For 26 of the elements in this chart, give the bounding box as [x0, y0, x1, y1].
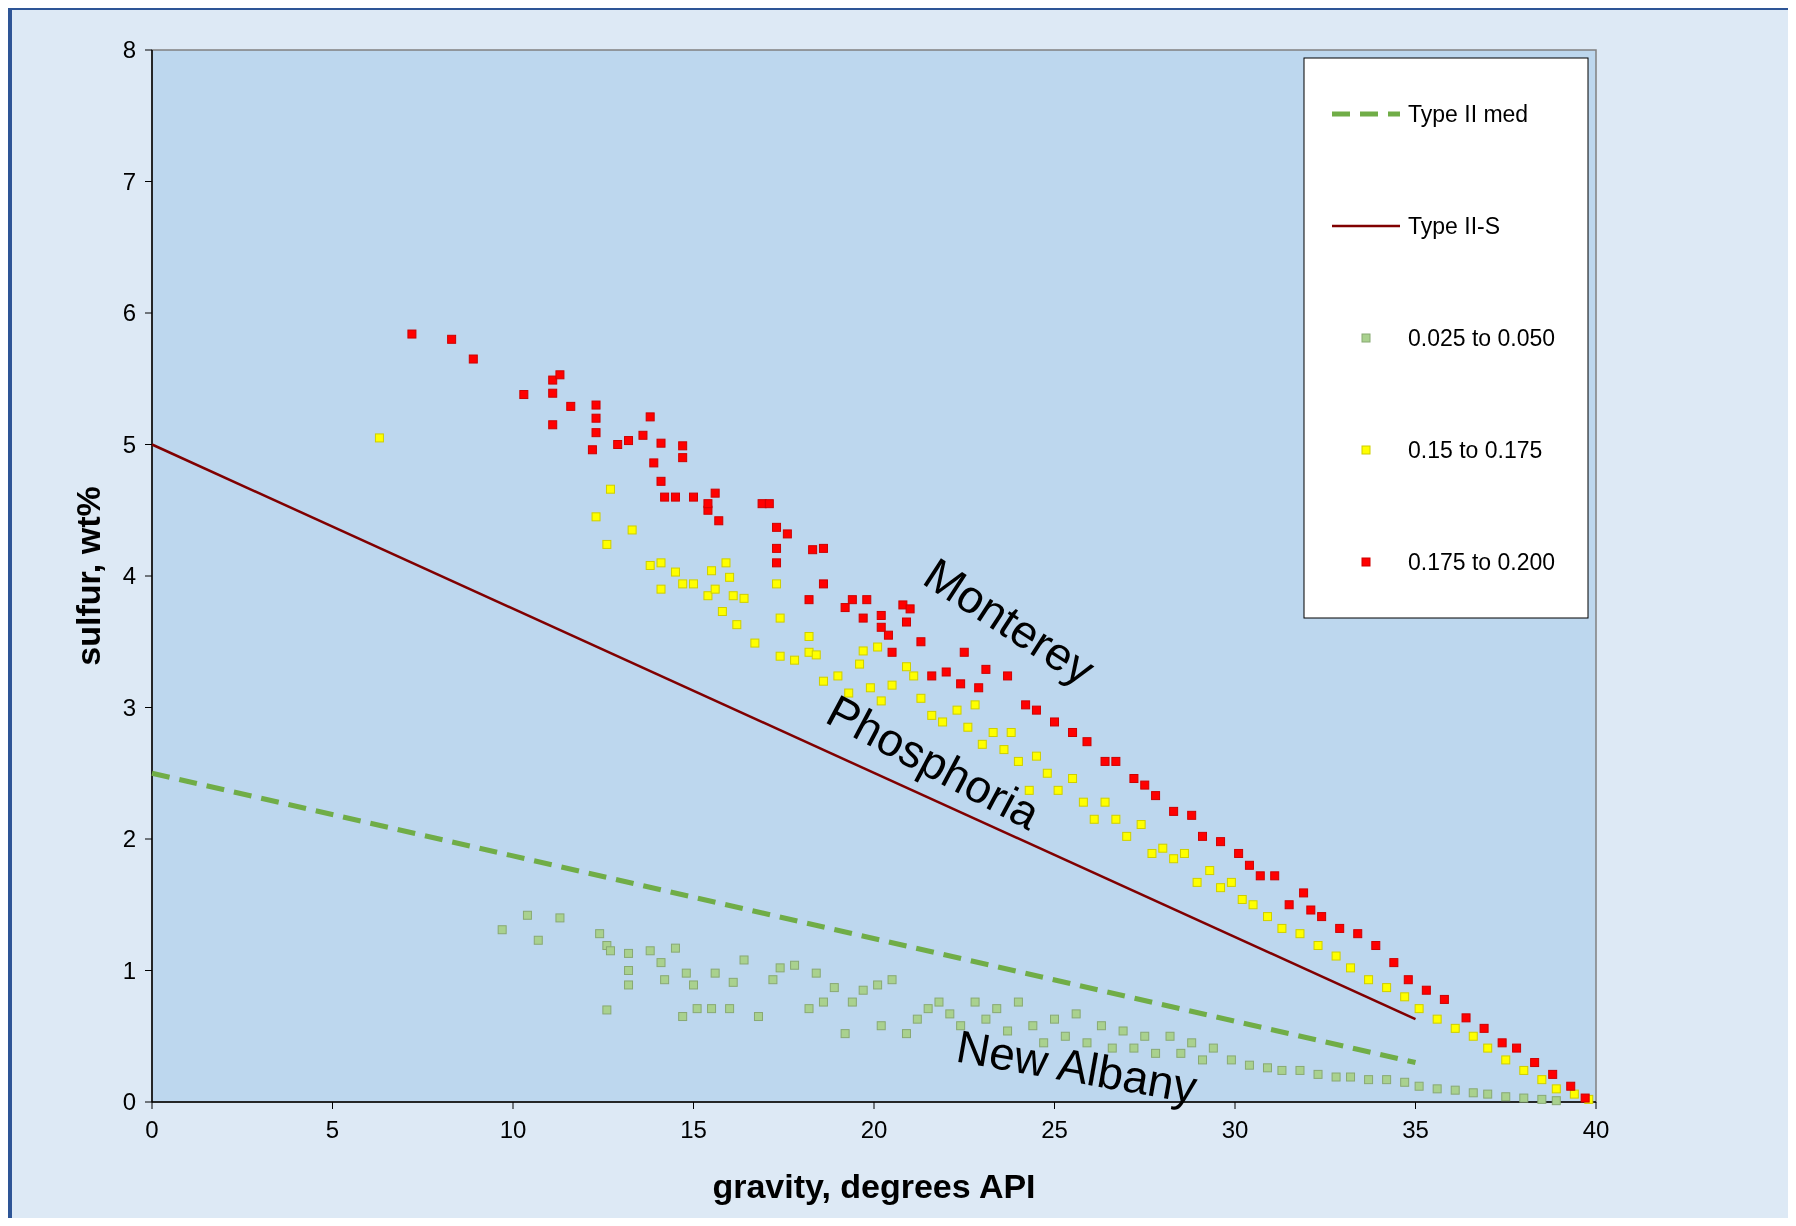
y-tick-label: 5 — [122, 430, 136, 458]
x-axis-title: gravity, degrees API — [712, 1167, 1036, 1205]
y-tick-label: 8 — [122, 36, 136, 63]
legend-label: 0.175 to 0.200 — [1408, 549, 1556, 575]
legend-label: Type II-S — [1408, 213, 1501, 239]
x-tick-label: 30 — [1221, 1116, 1249, 1143]
annotation: New Albany — [952, 1019, 1201, 1114]
legend-label: 0.15 to 0.175 — [1408, 437, 1543, 463]
y-tick-label: 6 — [122, 299, 136, 326]
x-tick-label: 20 — [860, 1116, 888, 1143]
y-tick-label: 3 — [122, 693, 136, 721]
legend-label: 0.025 to 0.050 — [1408, 325, 1556, 351]
x-tick-label: 5 — [325, 1116, 340, 1143]
y-tick-label: 2 — [122, 825, 136, 852]
y-tick-label: 0 — [122, 1088, 136, 1115]
y-axis-title: sulfur, wt% — [69, 486, 107, 666]
x-tick-label: 10 — [499, 1116, 527, 1143]
y-tick-label: 1 — [122, 956, 136, 984]
legend-label: Type II med — [1408, 101, 1529, 127]
x-tick-label: 40 — [1582, 1116, 1610, 1143]
y-tick-label: 4 — [122, 562, 136, 589]
x-tick-label: 15 — [680, 1116, 707, 1143]
x-tick-label: 35 — [1402, 1116, 1429, 1143]
y-tick-label: 7 — [122, 167, 136, 195]
x-tick-label: 0 — [145, 1116, 159, 1143]
x-tick-label: 25 — [1041, 1116, 1068, 1143]
